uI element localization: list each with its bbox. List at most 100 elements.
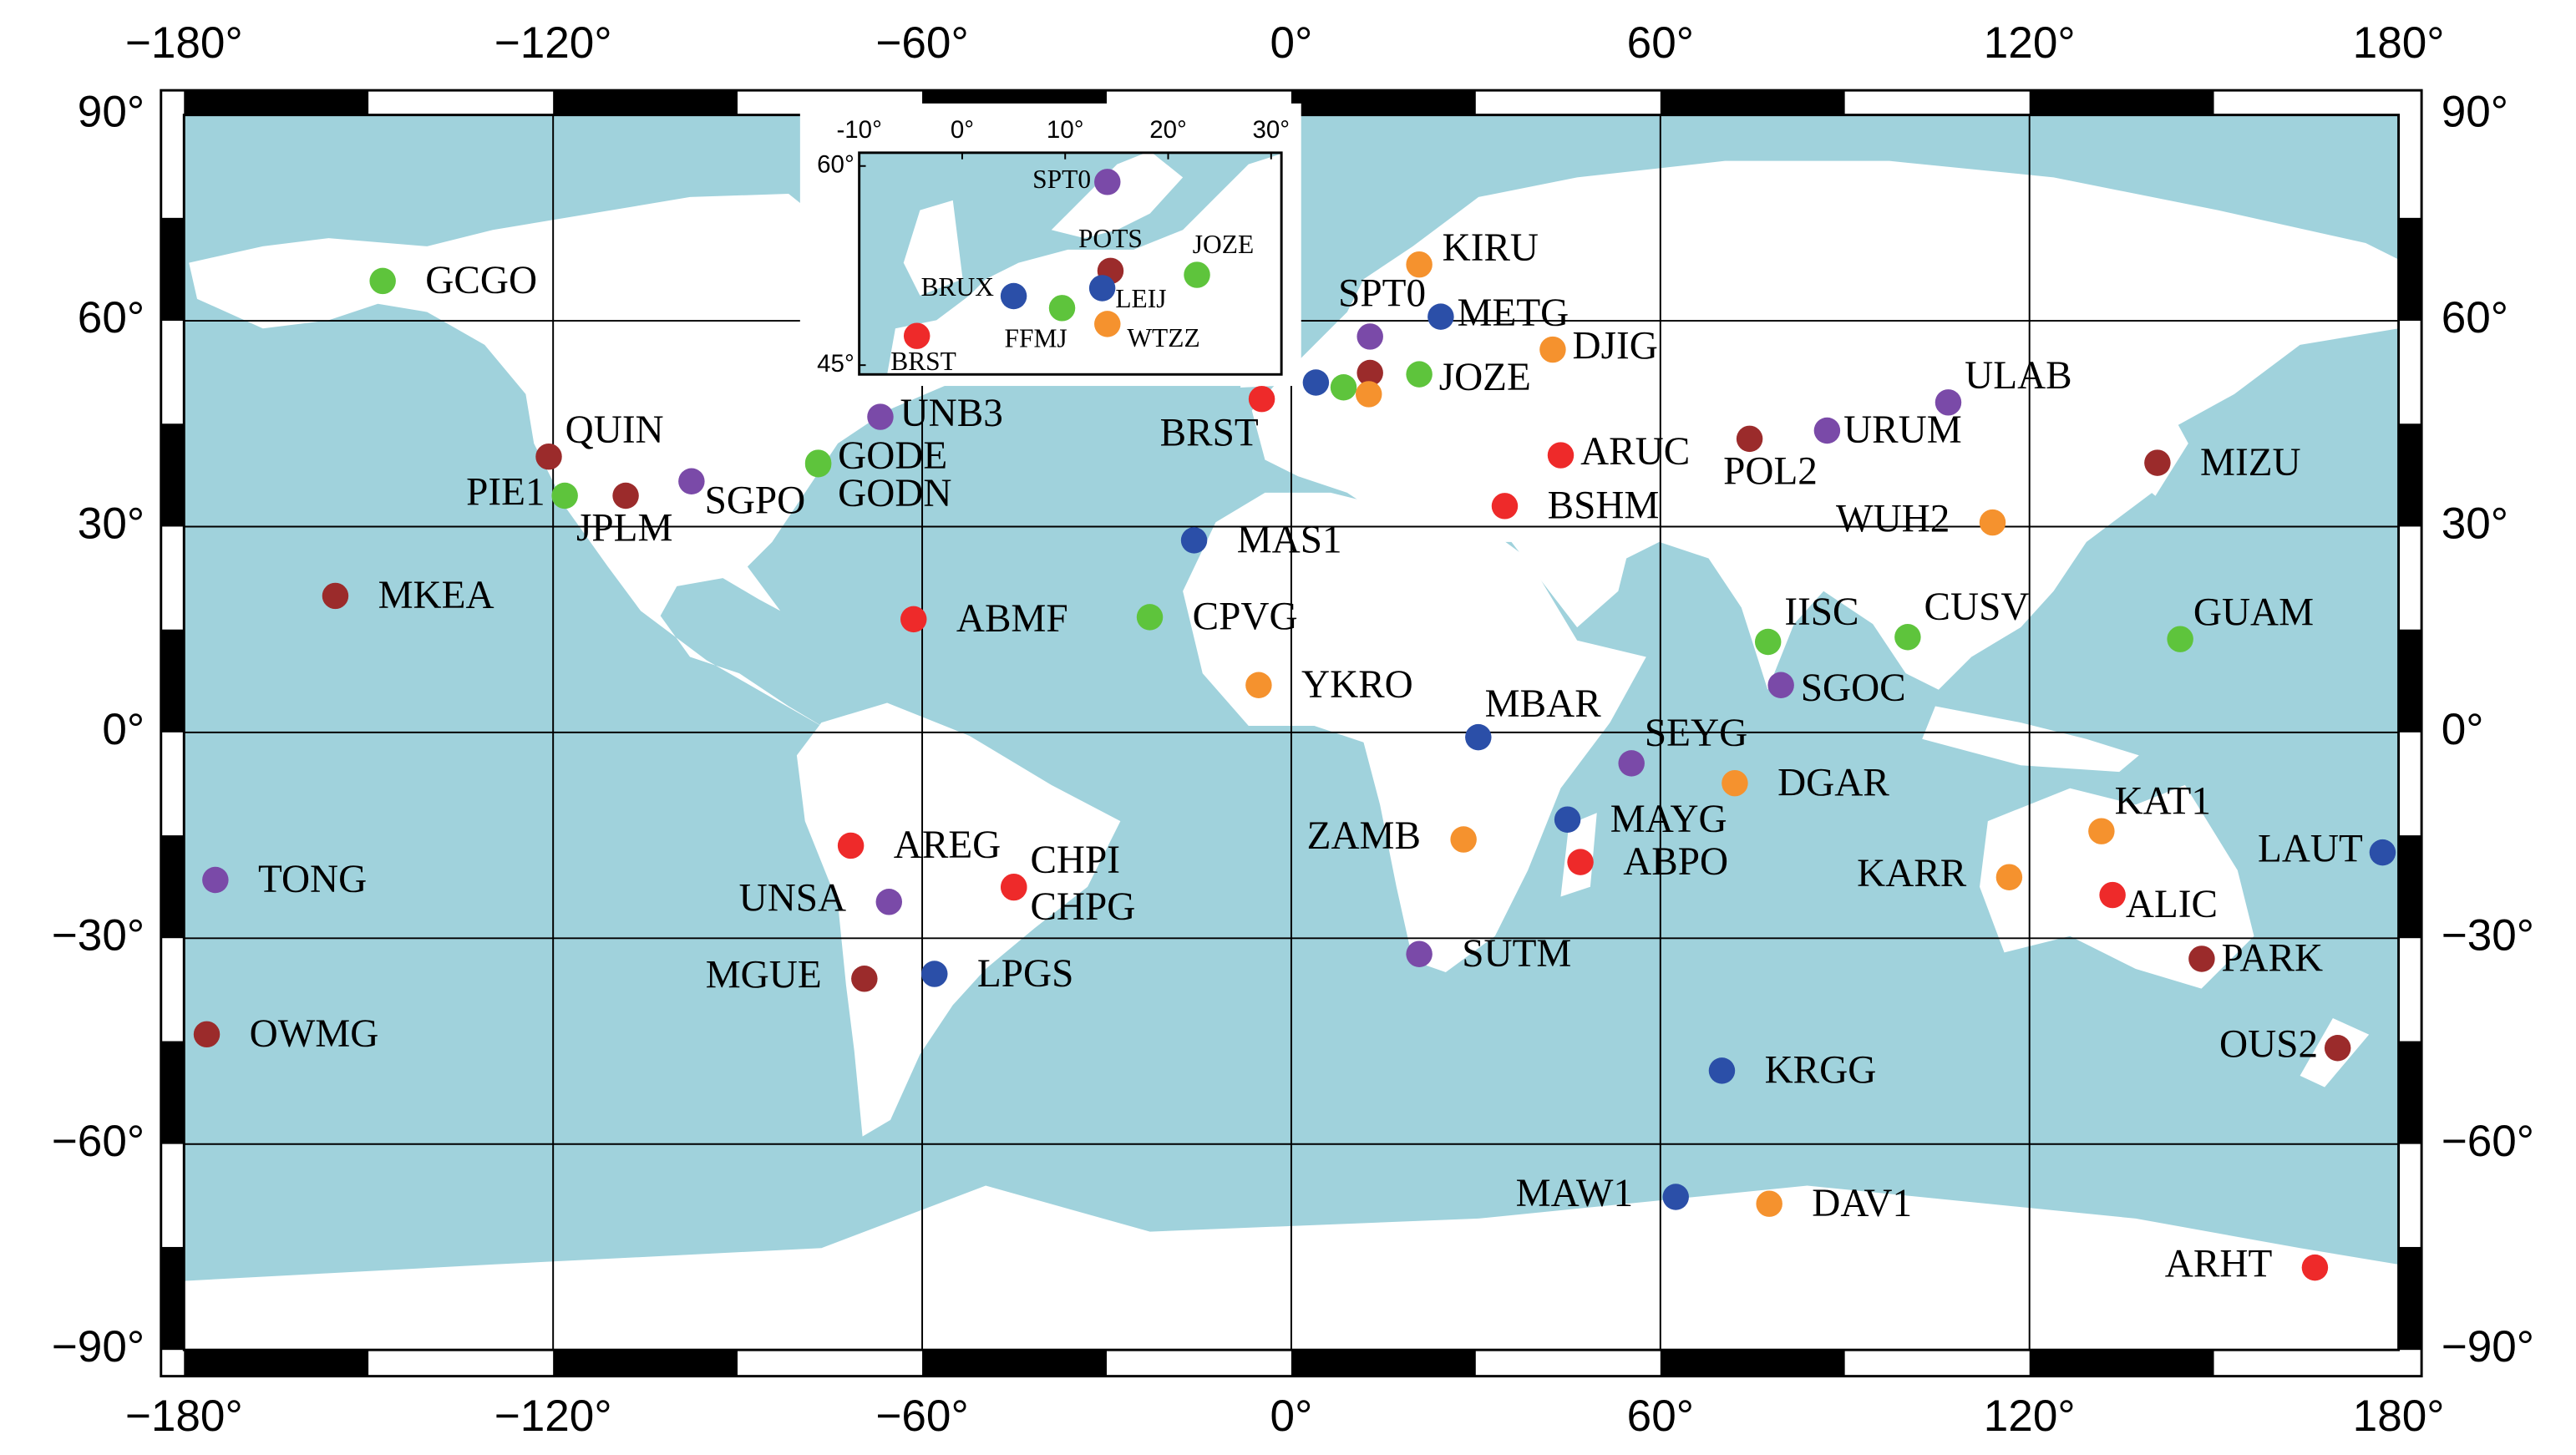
station-label: JPLM [576, 507, 672, 550]
station-label: ABMF [956, 597, 1068, 641]
station-dot [2144, 449, 2171, 476]
y-tick-label: 90° [78, 88, 145, 137]
frame-segment [2398, 321, 2422, 424]
station-dot [1427, 303, 1454, 330]
y-tick-label: 0° [102, 705, 145, 754]
frame-segment [2398, 629, 2422, 733]
station-dot [193, 1021, 221, 1048]
station-dot [1355, 381, 1382, 408]
station-label: UNSA [739, 877, 847, 920]
station-label: OUS2 [2219, 1023, 2318, 1067]
station-dot [1722, 769, 1748, 797]
station-dot [369, 267, 396, 295]
station-label: ALIC [2126, 883, 2218, 926]
x-tick-label: 0° [1270, 18, 1313, 68]
station-dot [1356, 323, 1383, 350]
x-tick-label: 0° [1270, 1392, 1313, 1441]
frame-segment [553, 1350, 738, 1376]
station-dot [2188, 945, 2215, 972]
inset-x-tick-label: 0° [951, 116, 974, 144]
x-tick-label: −60° [875, 18, 968, 68]
station-label: IISC [1784, 591, 1858, 634]
frame-segment [160, 1143, 185, 1247]
station-label: TONG [258, 858, 367, 901]
x-tick-label: 60° [1627, 1392, 1694, 1441]
frame-segment [2029, 90, 2214, 115]
station-label: OWMG [250, 1012, 379, 1056]
station-label: MBAR [1485, 682, 1602, 726]
station-dot [202, 866, 229, 894]
frame-segment [2398, 1143, 2422, 1247]
indonesia [1922, 706, 2139, 773]
inset-station-label: SPT0 [1032, 165, 1091, 194]
frame-segment [160, 114, 185, 218]
station-label: MAYG [1610, 798, 1727, 841]
y-tick-label: 0° [2442, 705, 2484, 754]
station-label: SEYG [1645, 712, 1747, 755]
frame-segment [2398, 114, 2422, 218]
inset-britain [903, 200, 963, 296]
station-label: AREG [894, 824, 1001, 867]
station-label: LPGS [977, 952, 1073, 996]
frame-segment [2213, 1350, 2399, 1376]
station-label: URUM [1843, 408, 1962, 452]
y-tick-label: 90° [2442, 88, 2508, 137]
station-label: DGAR [1777, 761, 1889, 804]
inset-x-tick-label: 30° [1253, 116, 1291, 144]
x-tick-label: 180° [2353, 1392, 2445, 1441]
x-tick-label: 180° [2353, 18, 2445, 68]
station-label: CUSV [1924, 586, 2030, 629]
station-dot [921, 961, 948, 987]
inset-station-label: JOZE [1193, 230, 1254, 259]
inset-station-dot [1184, 261, 1210, 288]
frame-segment [2398, 217, 2422, 322]
station-label: GCGO [425, 259, 537, 302]
frame-segment [1844, 90, 2030, 115]
station-dot [1001, 874, 1027, 901]
station-dot [1180, 527, 1208, 554]
station-dot [1330, 374, 1357, 401]
station-dot [612, 482, 639, 510]
frame-segment [160, 732, 185, 836]
inset-station-label: BRST [890, 347, 956, 376]
station-label: MAS1 [1237, 519, 1342, 562]
station-label: SUTM [1462, 932, 1571, 976]
inset-x-tick-label: 10° [1047, 116, 1084, 144]
inset-x-tick-label: -10° [836, 116, 881, 144]
south-america [796, 702, 1121, 1137]
station-dot [1465, 723, 1492, 751]
station-label: MAW1 [1516, 1172, 1633, 1215]
inset-station-label: LEIJ [1115, 284, 1166, 313]
x-tick-label: 120° [1984, 1392, 2076, 1441]
station-label: DAV1 [1812, 1182, 1912, 1225]
x-tick-label: −180° [125, 18, 243, 68]
y-tick-label: −60° [2442, 1117, 2534, 1166]
inset-station-dot [903, 322, 931, 349]
station-dot [1406, 251, 1433, 278]
inset-station-label: WTZZ [1127, 323, 1199, 352]
station-label: KRGG [1765, 1049, 1877, 1093]
frame-segment [160, 938, 185, 1042]
station-label: WUH2 [1836, 497, 1950, 540]
y-tick-label: −60° [52, 1117, 145, 1166]
frame-segment [184, 90, 369, 115]
station-dot [1618, 750, 1645, 777]
station-dot [1547, 442, 1575, 469]
station-dot [851, 966, 878, 992]
y-tick-label: −30° [2442, 910, 2534, 960]
station-label: UNB3 [900, 392, 1003, 435]
station-dot [1554, 806, 1581, 833]
y-tick-label: −90° [52, 1322, 145, 1371]
frame-segment [160, 1041, 185, 1144]
frame-segment [160, 1246, 185, 1351]
station-dot [1567, 849, 1594, 875]
station-dot [1406, 361, 1433, 388]
station-dot [1767, 672, 1794, 698]
station-dot [322, 582, 349, 610]
station-label: METG [1458, 292, 1569, 335]
station-label: GODN [838, 472, 951, 515]
station-dot [1450, 826, 1477, 853]
frame-segment [160, 629, 185, 733]
